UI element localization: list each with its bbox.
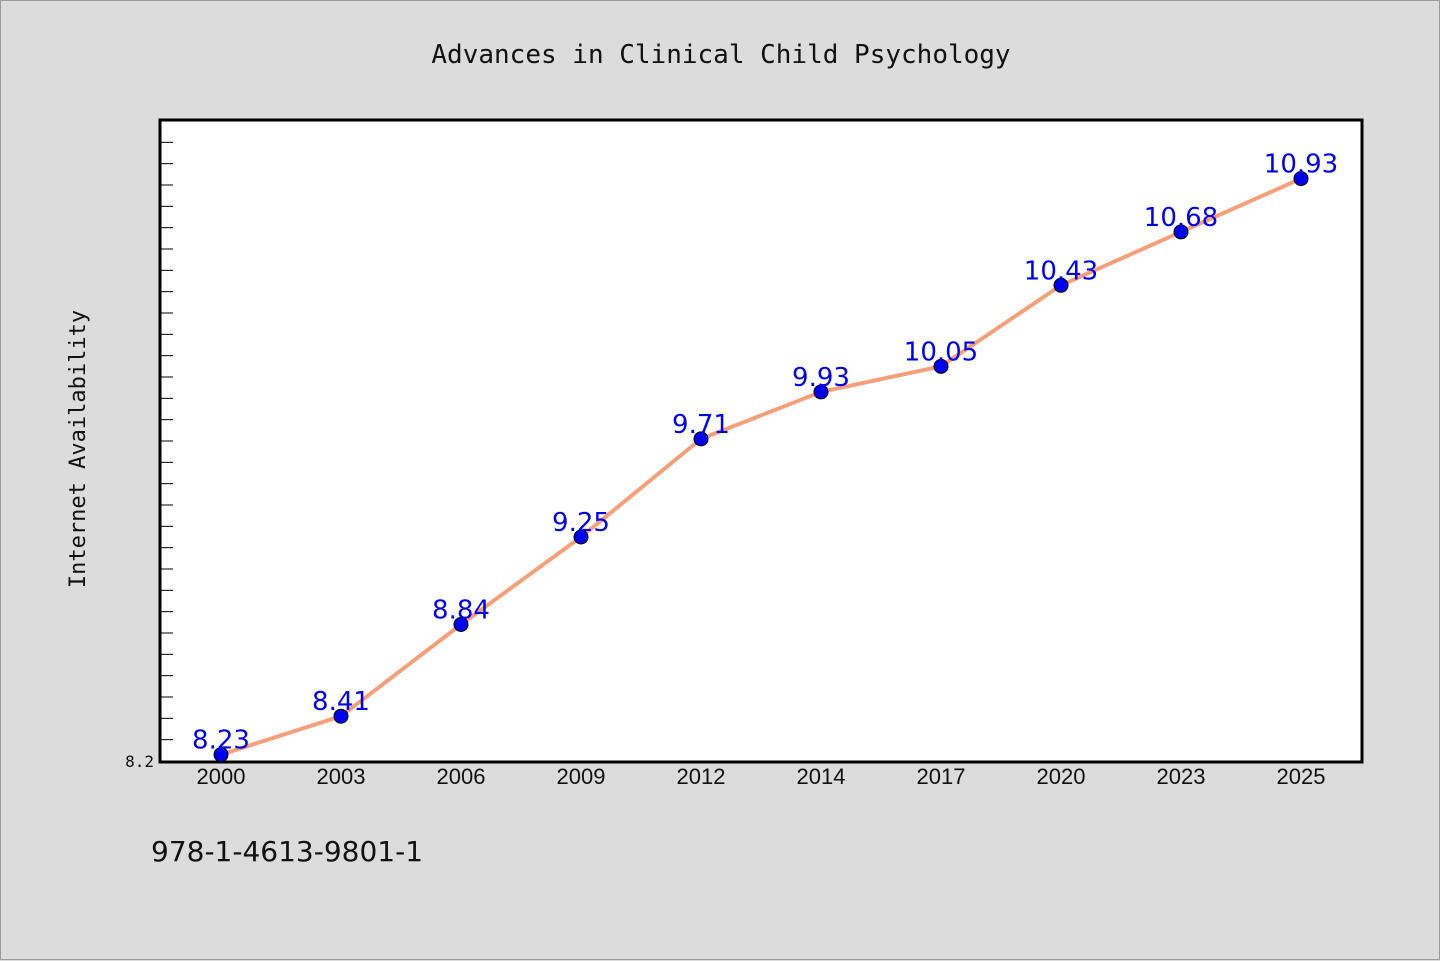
data-point	[573, 529, 589, 545]
data-label: 10.68	[1144, 203, 1218, 233]
data-point	[693, 431, 709, 447]
data-point	[1293, 171, 1309, 187]
data-label: 8.23	[192, 726, 250, 756]
data-point	[213, 747, 229, 763]
data-label: 9.25	[552, 508, 610, 538]
data-point	[1173, 224, 1189, 240]
data-point	[333, 708, 349, 724]
x-tick-label: 2014	[797, 764, 846, 789]
data-label: 8.84	[432, 595, 490, 625]
x-tick-label: 2025	[1277, 764, 1326, 789]
x-tick-label: 2006	[437, 764, 486, 789]
x-tick-label: 2017	[917, 764, 966, 789]
chart-title: Advances in Clinical Child Psychology	[431, 40, 1010, 70]
data-labels: 8.23 8.41 8.84 9.25 9.71 9.93 10.05 10.43 10.68 1…	[192, 150, 1338, 756]
data-label: 8.41	[312, 687, 370, 717]
data-label: 10.93	[1264, 150, 1338, 180]
y-tick-label: 8.2	[125, 752, 154, 771]
x-tick-label: 2023	[1157, 764, 1206, 789]
x-axis-tick-labels: 2000 2003 2006 2009 2012 2014 2017 2020 2023 2025	[197, 764, 1326, 789]
x-tick-label: 2000	[197, 764, 246, 789]
data-label: 9.71	[672, 410, 730, 440]
x-tick-label: 2020	[1037, 764, 1086, 789]
y-axis-ticks	[161, 141, 173, 762]
data-point	[813, 384, 829, 400]
data-label: 9.93	[792, 363, 850, 393]
y-axis-label: Internet Availability	[66, 310, 91, 588]
series-line	[219, 176, 1303, 757]
isbn-text: 978-1-4613-9801-1	[151, 835, 424, 868]
data-label: 10.05	[904, 337, 978, 367]
data-label: 10.43	[1024, 256, 1098, 286]
data-point	[1053, 277, 1069, 293]
plot-area	[158, 118, 1364, 764]
data-point	[933, 358, 949, 374]
x-tick-label: 2003	[317, 764, 366, 789]
x-tick-label: 2012	[677, 764, 726, 789]
data-point	[453, 616, 469, 632]
data-points	[213, 171, 1309, 763]
x-tick-label: 2009	[557, 764, 606, 789]
